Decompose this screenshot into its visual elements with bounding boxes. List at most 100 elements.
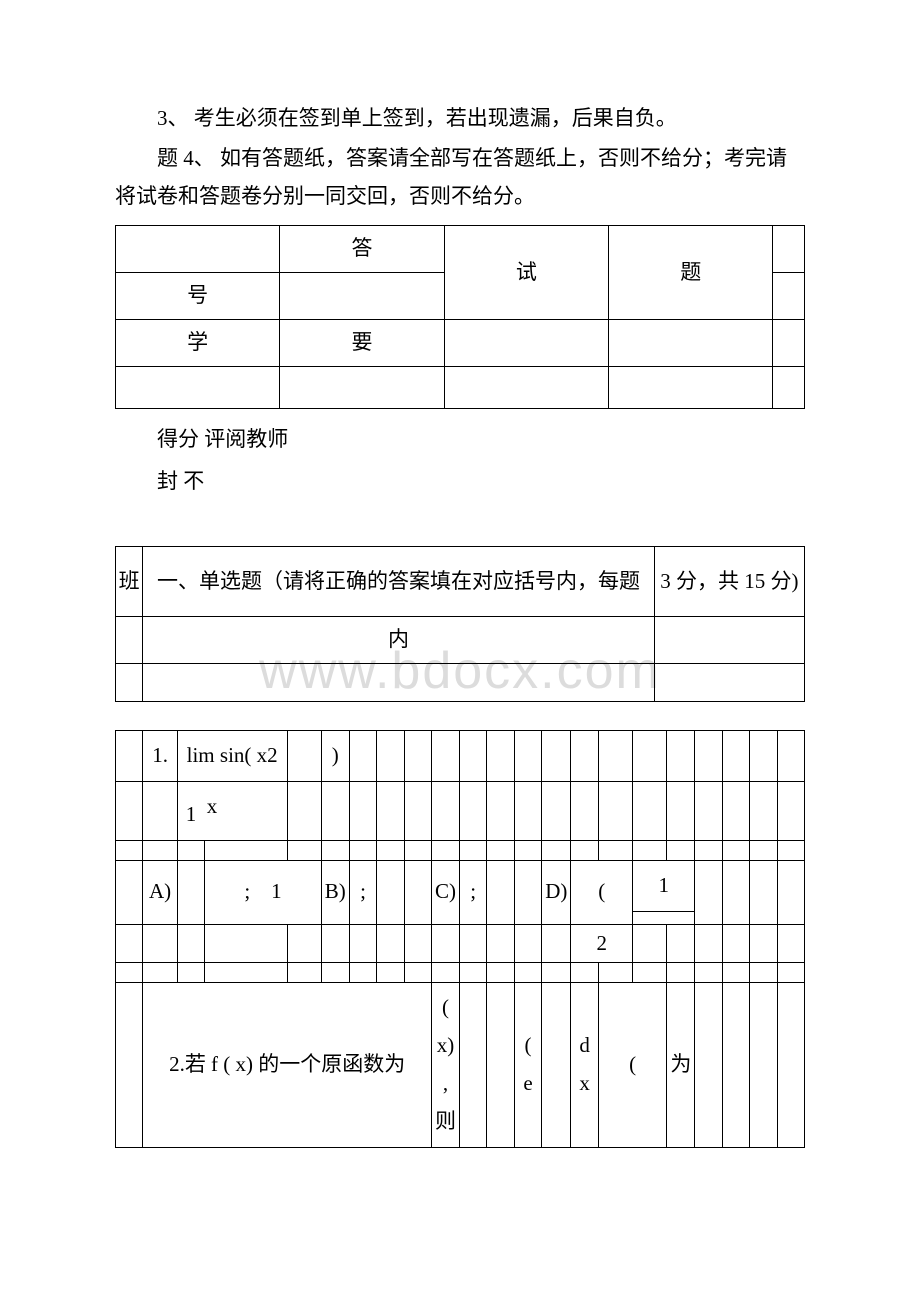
t3-cell (116, 924, 143, 963)
t3-cell (750, 924, 777, 963)
t3-cell (143, 840, 177, 860)
t3-cell (459, 924, 486, 963)
t2-cell (143, 664, 655, 702)
t3-cell (377, 860, 404, 924)
t3-cell (514, 731, 541, 782)
t3-cell (598, 781, 632, 840)
t3-cell: ; (349, 860, 376, 924)
t1-cell (609, 366, 773, 408)
t3-cell (598, 840, 632, 860)
t3-cell: 2 (571, 924, 633, 963)
t3-cell (349, 731, 376, 782)
t3-cell (349, 963, 376, 983)
t3-cell (377, 963, 404, 983)
t3-cell (116, 731, 143, 782)
t2-cell: 班 (116, 547, 143, 617)
t3-cell (667, 840, 695, 860)
score-reviewer-line: 得分 评阅教师 (115, 421, 805, 459)
t3-cell (598, 731, 632, 782)
t2-cell: 一、单选题（请将正确的答案填在对应括号内，每题 (143, 547, 655, 617)
t3-cell (750, 860, 777, 924)
t3-cell (377, 924, 404, 963)
t3-cell: ( e (514, 983, 541, 1147)
t3-cell (487, 731, 514, 782)
t3-cell (695, 983, 722, 1147)
t2-cell (654, 617, 804, 664)
t3-cell (205, 924, 287, 963)
t1-cell (609, 319, 773, 366)
t3-cell (695, 731, 722, 782)
t3-cell (404, 924, 431, 963)
t3-cell (750, 781, 777, 840)
t3-cell: ( (598, 983, 666, 1147)
t3-cell: 1. (143, 731, 177, 782)
t3-cell (287, 963, 321, 983)
t3-cell: 1 x (177, 781, 287, 840)
section-table: 班 一、单选题（请将正确的答案填在对应括号内，每题 3 分，共 15 分) 内 (115, 546, 805, 702)
t3-cell (777, 781, 805, 840)
t3-cell (571, 840, 598, 860)
instruction-3: 3、 考生必须在签到单上签到，若出现遗漏，后果自负。 (115, 100, 805, 138)
t3-cell (321, 840, 349, 860)
t3-cell (542, 731, 571, 782)
t3-cell (349, 840, 376, 860)
t3-cell (633, 911, 695, 924)
t3-cell (404, 731, 431, 782)
t3-cell (321, 781, 349, 840)
t3-cell (116, 840, 143, 860)
t3-cell (542, 781, 571, 840)
t1-cell: 题 (609, 226, 773, 320)
t1-cell (280, 273, 444, 320)
t3-cell (287, 840, 321, 860)
t3-cell (722, 781, 749, 840)
t3-cell (487, 963, 514, 983)
t3-cell (143, 781, 177, 840)
t3-cell (571, 963, 598, 983)
t2-cell (654, 664, 804, 702)
question-table: 1. lim sin( x2 ) 1 x (115, 730, 805, 1147)
t3-cell (377, 731, 404, 782)
t1-cell (773, 226, 805, 273)
t3-cell (287, 924, 321, 963)
t3-cell (514, 924, 541, 963)
t3-cell (633, 840, 667, 860)
t3-cell (404, 860, 431, 924)
t1-cell: 要 (280, 319, 444, 366)
t3-cell (750, 963, 777, 983)
t3-cell (514, 840, 541, 860)
header-table: 答 试 题 号 学 要 (115, 225, 805, 408)
t3-cell: ; (459, 860, 486, 924)
t3-cell (542, 840, 571, 860)
instruction-4: 题 4、 如有答题纸，答案请全部写在答题纸上，否则不给分；考完请将试卷和答题卷分… (115, 140, 805, 216)
t3-cell (431, 924, 459, 963)
t1-cell: 答 (280, 226, 444, 273)
t3-cell (321, 963, 349, 983)
t3-cell (459, 731, 486, 782)
t3-cell (667, 781, 695, 840)
t3-cell (287, 781, 321, 840)
t3-cell (487, 860, 514, 924)
t3-cell (667, 924, 695, 963)
t3-cell (459, 781, 486, 840)
t3-cell (487, 840, 514, 860)
t3-cell (404, 840, 431, 860)
t3-cell (205, 963, 287, 983)
t3-cell: lim sin( x2 (177, 731, 287, 782)
t3-cell: ; 1 (205, 860, 322, 924)
t1-cell (444, 366, 608, 408)
sub-1: 1 (186, 802, 197, 826)
t3-cell (777, 983, 805, 1147)
t3-cell (695, 781, 722, 840)
t1-cell (116, 366, 280, 408)
t3-cell (777, 924, 805, 963)
t3-cell (431, 963, 459, 983)
t3-cell (750, 840, 777, 860)
t3-cell (542, 924, 571, 963)
t3-cell (431, 731, 459, 782)
t2-cell: 3 分，共 15 分) (654, 547, 804, 617)
t3-cell (143, 963, 177, 983)
t3-cell (633, 781, 667, 840)
t3-cell (321, 924, 349, 963)
t3-cell: A) (143, 860, 177, 924)
t3-cell (177, 840, 204, 860)
